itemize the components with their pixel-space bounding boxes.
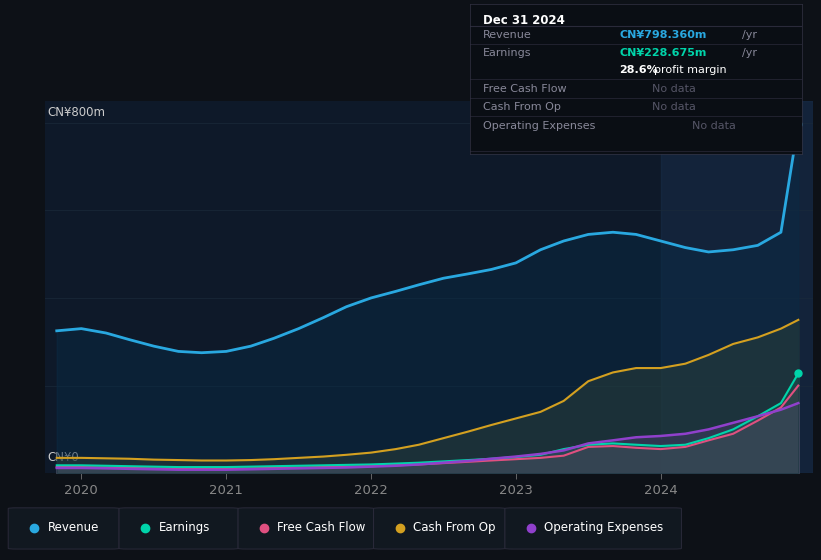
Text: No data: No data: [653, 102, 696, 112]
Text: /yr: /yr: [742, 30, 757, 40]
Text: 28.6%: 28.6%: [619, 66, 658, 76]
Text: Operating Expenses: Operating Expenses: [483, 122, 595, 131]
Text: CN¥800m: CN¥800m: [48, 106, 105, 119]
FancyBboxPatch shape: [374, 508, 505, 549]
Text: CN¥798.360m: CN¥798.360m: [619, 30, 707, 40]
Text: Dec 31 2024: Dec 31 2024: [483, 13, 565, 27]
FancyBboxPatch shape: [119, 508, 238, 549]
Text: No data: No data: [653, 84, 696, 94]
Text: CN¥0: CN¥0: [48, 451, 79, 464]
Text: No data: No data: [692, 122, 736, 131]
Text: Cash From Op: Cash From Op: [413, 521, 495, 534]
FancyBboxPatch shape: [238, 508, 374, 549]
Text: Revenue: Revenue: [483, 30, 532, 40]
Text: /yr: /yr: [742, 48, 757, 58]
Bar: [661, 101, 813, 473]
Text: Earnings: Earnings: [158, 521, 210, 534]
Text: Free Cash Flow: Free Cash Flow: [483, 84, 566, 94]
Text: Cash From Op: Cash From Op: [483, 102, 561, 112]
Text: Free Cash Flow: Free Cash Flow: [277, 521, 366, 534]
Text: CN¥228.675m: CN¥228.675m: [619, 48, 707, 58]
Text: Operating Expenses: Operating Expenses: [544, 521, 663, 534]
Text: Earnings: Earnings: [483, 48, 531, 58]
FancyBboxPatch shape: [8, 508, 119, 549]
Text: profit margin: profit margin: [654, 66, 727, 76]
Text: Revenue: Revenue: [48, 521, 99, 534]
FancyBboxPatch shape: [505, 508, 681, 549]
